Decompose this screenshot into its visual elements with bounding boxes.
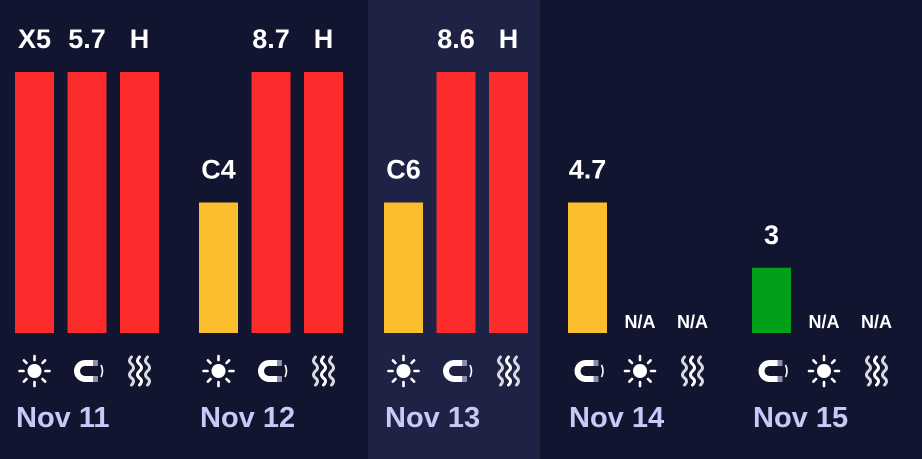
level-label: N/A: [861, 312, 892, 332]
level-label: C4: [201, 155, 236, 185]
level-label: H: [314, 24, 334, 54]
level-bar: [436, 72, 476, 333]
level-bar: [489, 72, 528, 333]
icon-heat: [312, 355, 335, 387]
date-label: Nov 14: [569, 402, 664, 434]
level-label: H: [130, 24, 150, 54]
icon-sun: [202, 354, 235, 388]
icon-heat: [128, 355, 151, 387]
icon-heat: [865, 355, 888, 387]
level-bar: [199, 202, 238, 333]
date-label: Nov 15: [753, 402, 848, 434]
day-column: X5 5.7 H Nov 11: [15, 24, 159, 434]
icon-sun: [387, 354, 420, 388]
day-column: C6 8.6 H Nov 13: [368, 0, 540, 459]
level-bar: [120, 72, 159, 333]
level-label: 3: [764, 220, 779, 250]
level-bar: [384, 202, 423, 333]
level-label: 8.6: [437, 24, 475, 54]
icon-heat: [681, 355, 704, 387]
day-column: 3 N/A N/A Nov 15: [752, 220, 892, 434]
level-label: X5: [18, 24, 51, 54]
day-column: C4 8.7 H Nov 12: [199, 24, 343, 434]
level-label: N/A: [677, 312, 708, 332]
level-label: H: [499, 24, 519, 54]
icon-magnet: [757, 359, 788, 383]
date-label: Nov 13: [385, 402, 480, 434]
level-label: 4.7: [569, 155, 607, 185]
level-bar: [752, 267, 791, 333]
icon-magnet: [73, 359, 104, 383]
level-label: N/A: [625, 312, 656, 332]
level-label: 8.7: [252, 24, 290, 54]
icon-sun: [18, 354, 51, 388]
level-bar: [251, 72, 291, 333]
icon-sun: [623, 354, 657, 388]
level-bar: [67, 72, 107, 333]
icon-sun: [807, 354, 841, 388]
level-label: C6: [386, 155, 421, 185]
date-label: Nov 11: [16, 402, 110, 434]
date-label: Nov 12: [200, 402, 295, 434]
icon-magnet: [573, 359, 604, 383]
day-column: 4.7 N/A N/A Nov 14: [568, 155, 708, 434]
level-label: N/A: [809, 312, 840, 332]
level-label: 5.7: [68, 24, 106, 54]
level-bar: [568, 202, 607, 333]
icon-magnet: [257, 359, 288, 383]
level-bar: [304, 72, 343, 333]
level-bar: [15, 72, 54, 333]
